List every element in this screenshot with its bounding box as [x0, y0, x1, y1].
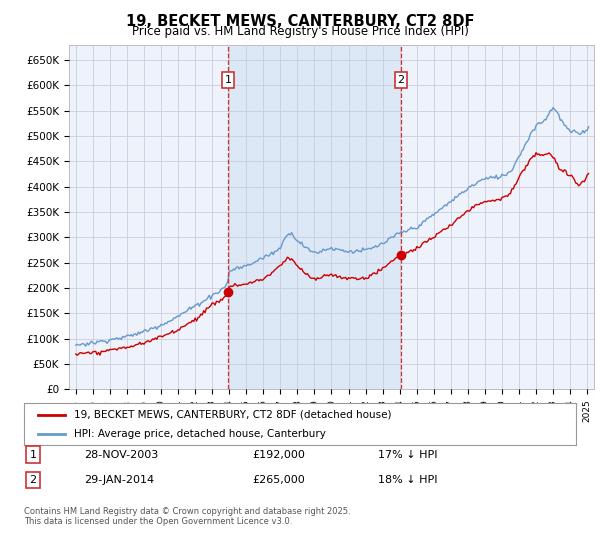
Text: HPI: Average price, detached house, Canterbury: HPI: Average price, detached house, Cant…	[74, 429, 326, 439]
Text: 2: 2	[29, 475, 37, 485]
Text: Price paid vs. HM Land Registry's House Price Index (HPI): Price paid vs. HM Land Registry's House …	[131, 25, 469, 38]
Text: 1: 1	[224, 75, 232, 85]
Text: 18% ↓ HPI: 18% ↓ HPI	[378, 475, 437, 485]
Text: 19, BECKET MEWS, CANTERBURY, CT2 8DF (detached house): 19, BECKET MEWS, CANTERBURY, CT2 8DF (de…	[74, 409, 391, 419]
Text: 19, BECKET MEWS, CANTERBURY, CT2 8DF: 19, BECKET MEWS, CANTERBURY, CT2 8DF	[126, 14, 474, 29]
Text: 2: 2	[397, 75, 404, 85]
Text: £265,000: £265,000	[252, 475, 305, 485]
Text: Contains HM Land Registry data © Crown copyright and database right 2025.
This d: Contains HM Land Registry data © Crown c…	[24, 507, 350, 526]
Bar	[228, 45, 401, 389]
Text: 1: 1	[29, 450, 37, 460]
Text: £192,000: £192,000	[252, 450, 305, 460]
Text: 28-NOV-2003: 28-NOV-2003	[84, 450, 158, 460]
Text: 17% ↓ HPI: 17% ↓ HPI	[378, 450, 437, 460]
Text: 29-JAN-2014: 29-JAN-2014	[84, 475, 154, 485]
